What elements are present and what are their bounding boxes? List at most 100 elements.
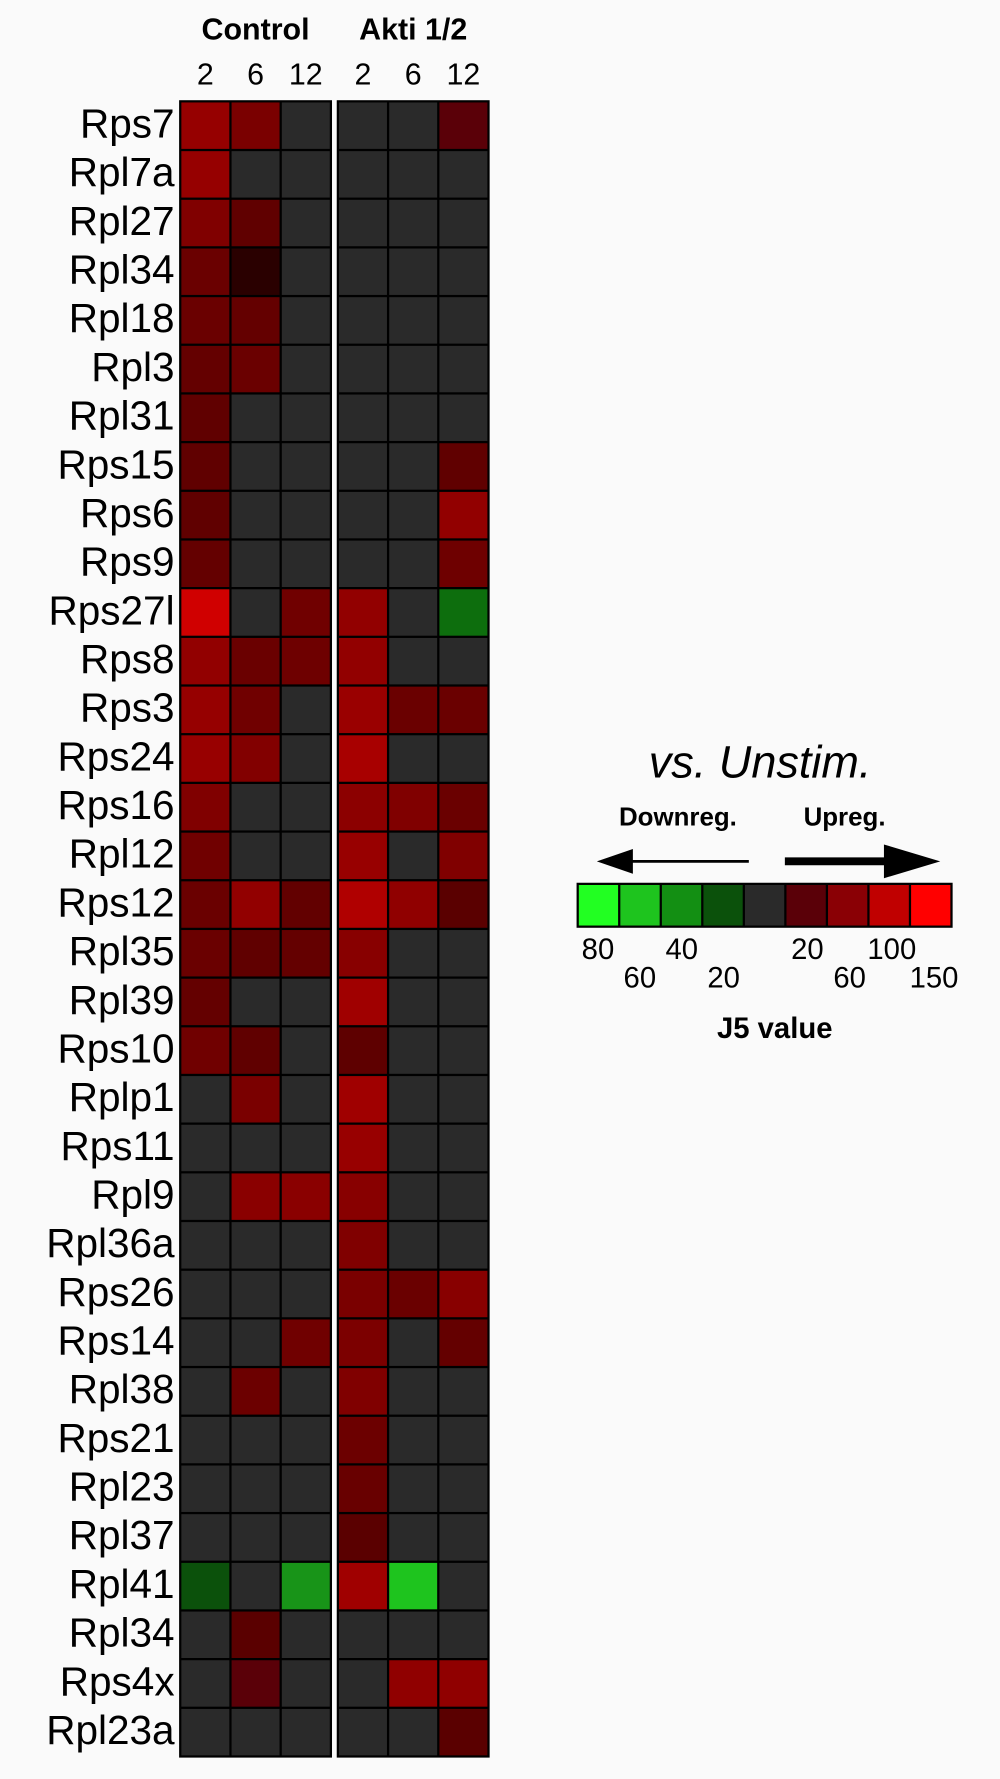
- heatmap-cell: [338, 102, 387, 149]
- heatmap-cell: [281, 394, 330, 441]
- heatmap-cell: [439, 637, 488, 685]
- heatmap-cell: [181, 1708, 230, 1756]
- legend-tick-label: 60: [624, 962, 657, 994]
- heatmap-cell: [231, 930, 280, 977]
- heatmap-cell: [389, 443, 438, 490]
- column-label: 6: [247, 58, 264, 92]
- heatmap-cell: [181, 1416, 230, 1464]
- heatmap-cell: [231, 1368, 280, 1415]
- heatmap-cell: [389, 881, 438, 928]
- row-label: Rpl23: [69, 1464, 175, 1510]
- heatmap-cell: [338, 1173, 387, 1220]
- heatmap-cell: [389, 1465, 438, 1512]
- heatmap-cell: [181, 1562, 230, 1610]
- heatmap-cell: [181, 589, 230, 636]
- heatmap-cell: [439, 1368, 488, 1415]
- legend-tick-label: 20: [791, 934, 824, 966]
- heatmap-cell: [181, 783, 230, 831]
- heatmap-cell: [338, 735, 387, 782]
- heatmap-cell: [439, 491, 488, 539]
- heatmap-cell: [439, 978, 488, 1026]
- heatmap-cell: [338, 491, 387, 539]
- heatmap-cell: [439, 394, 488, 441]
- heatmap-cell: [281, 1027, 330, 1074]
- heatmap-cell: [389, 637, 438, 685]
- heatmap-cell: [439, 881, 488, 928]
- heatmap-cell: [389, 1611, 438, 1658]
- heatmap-cell: [338, 1222, 387, 1269]
- heatmap-cell: [338, 1270, 387, 1318]
- heatmap-cell: [338, 832, 387, 880]
- heatmap-cell: [389, 1416, 438, 1464]
- heatmap-cell: [439, 1124, 488, 1172]
- up-label: Upreg.: [804, 803, 886, 831]
- heatmap-cell: [389, 540, 438, 588]
- heatmap-cell: [231, 297, 280, 344]
- heatmap-cell: [389, 832, 438, 880]
- heatmap-cell: [281, 589, 330, 636]
- heatmap-cell: [439, 735, 488, 782]
- heatmap-cell: [181, 1611, 230, 1658]
- heatmap-cell: [389, 978, 438, 1026]
- heatmap-cell: [231, 102, 280, 149]
- heatmap-cell: [389, 491, 438, 539]
- row-label: Rpl9: [91, 1171, 174, 1217]
- legend-swatch: [620, 884, 660, 926]
- row-label: Rps15: [57, 441, 174, 487]
- heatmap-cell: [231, 1611, 280, 1658]
- heatmap-cell: [231, 1660, 280, 1707]
- row-label: Rps24: [57, 733, 174, 779]
- heatmap-cell: [389, 1660, 438, 1707]
- legend-swatch: [703, 884, 743, 926]
- heatmap-cell: [231, 1222, 280, 1269]
- heatmap-cell: [181, 1660, 230, 1707]
- heatmap-cell: [439, 540, 488, 588]
- heatmap-cell: [281, 978, 330, 1026]
- heatmap-cell: [281, 1124, 330, 1172]
- heatmap-cell: [389, 1562, 438, 1610]
- heatmap-cell: [338, 930, 387, 977]
- legend-swatch: [661, 884, 702, 926]
- heatmap-cell: [281, 151, 330, 198]
- heatmap-cell: [231, 151, 280, 198]
- legend-swatch: [828, 884, 868, 926]
- column-label: 12: [447, 58, 481, 92]
- heatmap-cell: [439, 1319, 488, 1366]
- heatmap-cell: [181, 394, 230, 441]
- heatmap-cell: [281, 491, 330, 539]
- group-label: Control: [202, 13, 310, 47]
- heatmap-cell: [181, 637, 230, 685]
- heatmap-cell: [181, 297, 230, 344]
- heatmap-cell: [281, 1270, 330, 1318]
- heatmap-cell: [338, 1124, 387, 1172]
- legend-tick-label: 100: [867, 934, 916, 966]
- heatmap-cell: [281, 345, 330, 393]
- heatmap-cell: [281, 443, 330, 490]
- heatmap-cell: [231, 491, 280, 539]
- legend-title: vs. Unstim.: [649, 737, 872, 788]
- up-arrowhead: [883, 844, 941, 879]
- heatmap-cell: [281, 540, 330, 588]
- heatmap-cell: [338, 151, 387, 198]
- legend-tick-label: 40: [665, 934, 698, 966]
- heatmap-cell: [231, 637, 280, 685]
- heatmap-cell: [389, 1514, 438, 1561]
- heatmap-cell: [231, 248, 280, 295]
- row-label: Rps4x: [60, 1658, 175, 1704]
- heatmap-cell: [389, 248, 438, 295]
- heatmap-cell: [181, 881, 230, 928]
- row-label: Rps26: [57, 1269, 174, 1315]
- heatmap-cell: [439, 1416, 488, 1464]
- row-label: Rps11: [60, 1123, 174, 1169]
- legend-tick-label: 80: [582, 934, 615, 966]
- heatmap-cell: [338, 1076, 387, 1123]
- legend-xlabel: J5 value: [717, 1013, 833, 1045]
- row-label: Rpl41: [69, 1561, 175, 1607]
- heatmap-cell: [439, 1270, 488, 1318]
- row-label: Rps14: [57, 1318, 174, 1364]
- row-label: Rpl23a: [46, 1707, 175, 1753]
- heatmap-cell: [338, 1660, 387, 1707]
- heatmap-cell: [181, 345, 230, 393]
- heatmap-cell: [231, 832, 280, 880]
- heatmap-cell: [281, 1416, 330, 1464]
